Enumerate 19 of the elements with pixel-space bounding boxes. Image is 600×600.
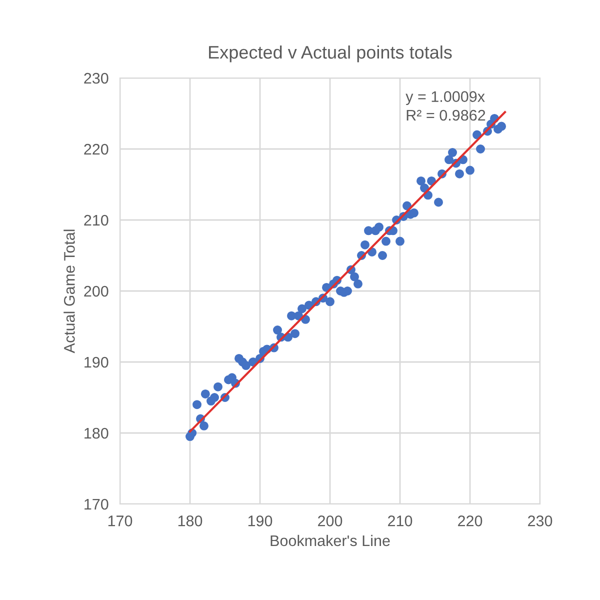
y-axis-title: Actual Game Total bbox=[64, 230, 75, 354]
y-tick-label: 220 bbox=[84, 144, 108, 155]
x-tick-label: 190 bbox=[248, 516, 272, 526]
x-tick-label: 170 bbox=[108, 516, 132, 526]
chart-title: Expected v Actual points totals bbox=[209, 45, 452, 62]
x-tick-label: 230 bbox=[528, 516, 552, 526]
x-axis-title: Bookmaker's Line bbox=[270, 534, 390, 546]
annotation: y = 1.0009x bbox=[406, 91, 485, 106]
annotation: R² = 0.9862 bbox=[406, 110, 486, 121]
y-tick-label: 180 bbox=[84, 428, 108, 439]
y-tick-label: 200 bbox=[84, 286, 108, 297]
x-tick-label: 180 bbox=[178, 516, 202, 526]
y-tick-label: 170 bbox=[84, 498, 108, 510]
y-tick-label: 230 bbox=[84, 72, 108, 84]
x-tick-label: 210 bbox=[388, 516, 412, 526]
y-tick-label: 190 bbox=[84, 356, 108, 368]
x-tick-label: 220 bbox=[458, 516, 482, 526]
y-tick-label: 210 bbox=[84, 214, 108, 226]
x-tick-label: 200 bbox=[318, 516, 342, 526]
